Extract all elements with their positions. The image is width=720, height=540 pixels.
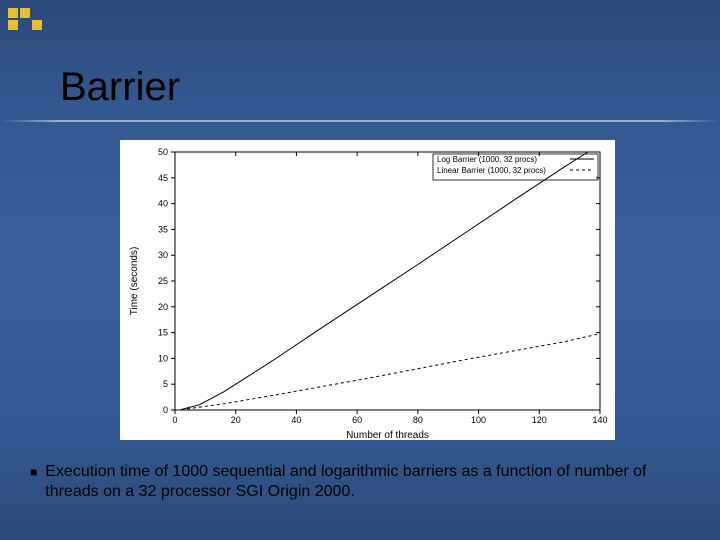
bullet-item: ■ Execution time of 1000 sequential and … [30, 462, 700, 502]
svg-text:Time (seconds): Time (seconds) [129, 247, 140, 316]
slide-title: Barrier [60, 65, 180, 110]
deco-square [20, 8, 30, 18]
deco-square [32, 20, 42, 30]
deco-square [20, 20, 30, 30]
bullet-icon: ■ [30, 465, 37, 480]
svg-text:20: 20 [231, 415, 241, 425]
svg-text:45: 45 [158, 173, 168, 183]
svg-text:35: 35 [158, 224, 168, 234]
svg-text:80: 80 [413, 415, 423, 425]
svg-text:120: 120 [532, 415, 547, 425]
svg-text:50: 50 [158, 147, 168, 157]
svg-text:Log Barrier (1000, 32 procs): Log Barrier (1000, 32 procs) [437, 155, 537, 164]
svg-text:25: 25 [158, 276, 168, 286]
svg-text:60: 60 [352, 415, 362, 425]
svg-text:30: 30 [158, 250, 168, 260]
barrier-chart: 0 20 40 60 80 100 120 140 0 5 10 15 20 25 30 35 40 45 50 Nu… [120, 140, 615, 440]
svg-text:140: 140 [592, 415, 607, 425]
svg-text:0: 0 [163, 405, 168, 415]
svg-text:40: 40 [158, 199, 168, 209]
svg-text:15: 15 [158, 328, 168, 338]
svg-text:40: 40 [291, 415, 301, 425]
deco-square [8, 8, 18, 18]
deco-square [8, 20, 18, 30]
chart-svg: 0 20 40 60 80 100 120 140 0 5 10 15 20 25 30 35 40 45 50 Nu… [120, 140, 615, 440]
svg-text:10: 10 [158, 353, 168, 363]
bullet-text: Execution time of 1000 sequential and lo… [45, 462, 700, 502]
deco-square [32, 8, 42, 18]
svg-text:5: 5 [163, 379, 168, 389]
svg-text:Number of threads: Number of threads [346, 430, 429, 440]
svg-text:Linear Barrier (1000, 32 procs: Linear Barrier (1000, 32 procs) [437, 166, 546, 175]
corner-decoration [8, 8, 42, 30]
svg-text:0: 0 [172, 415, 177, 425]
svg-text:20: 20 [158, 302, 168, 312]
svg-text:100: 100 [471, 415, 486, 425]
title-underline [0, 120, 720, 122]
